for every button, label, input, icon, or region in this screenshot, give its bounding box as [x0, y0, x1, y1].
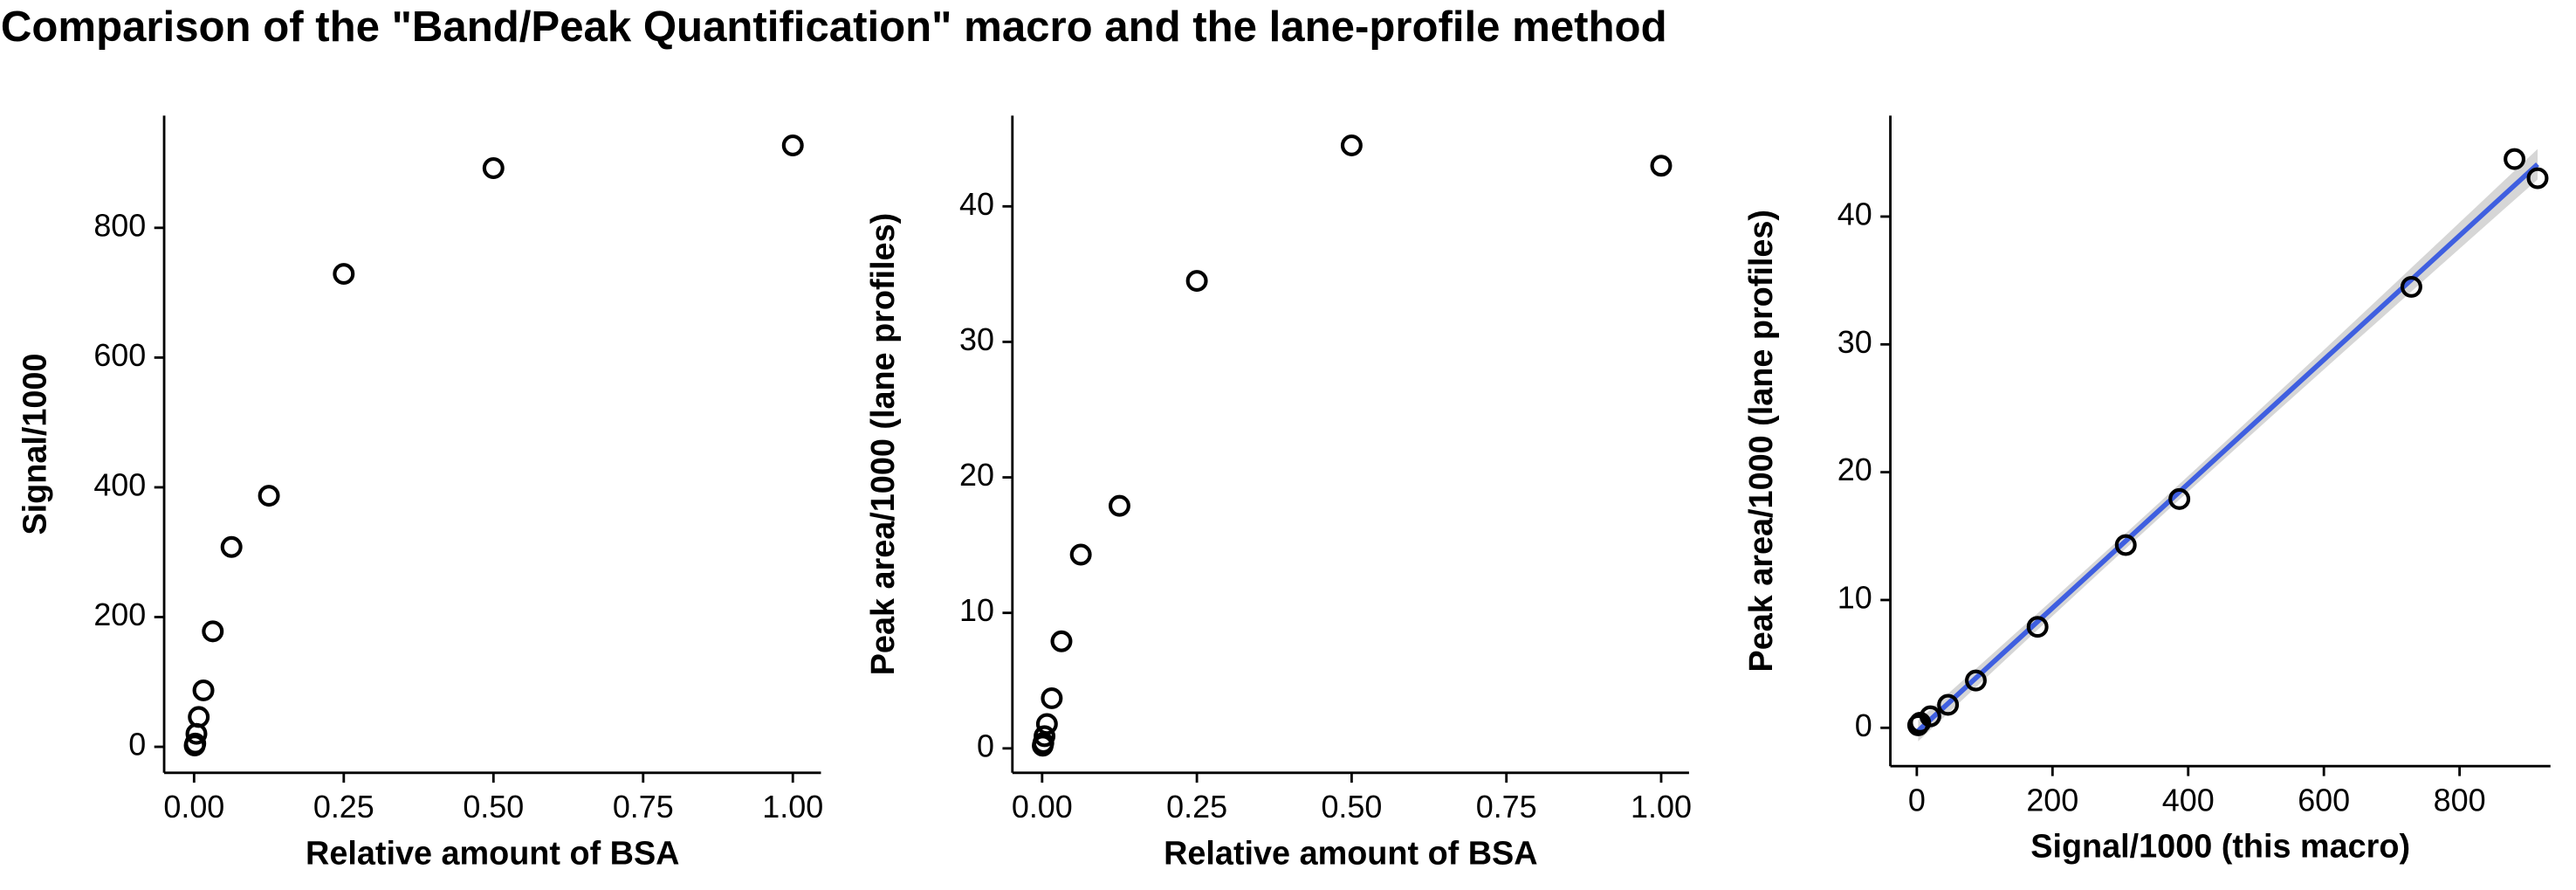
y-tick-label: 0: [1855, 707, 1872, 743]
x-tick-label: 0.75: [613, 789, 674, 824]
y-tick-label: 600: [93, 337, 146, 373]
y-tick-label: 0: [128, 727, 146, 762]
x-tick-label: 0.25: [313, 789, 374, 824]
x-tick-label: 0.75: [1476, 789, 1537, 824]
y-tick-label: 30: [1838, 324, 1872, 360]
point: [2168, 487, 2191, 510]
point: [1650, 155, 1673, 177]
x-tick-label: 0.25: [1166, 789, 1227, 824]
point: [192, 679, 215, 701]
y-tick-label: 200: [93, 597, 146, 632]
point: [333, 263, 355, 286]
x-tick-label: 0.00: [163, 789, 224, 824]
point: [220, 535, 243, 558]
point: [2526, 167, 2549, 190]
x-axis-label: Relative amount of BSA: [1164, 835, 1537, 872]
point: [1937, 693, 1960, 716]
point: [1041, 686, 1063, 709]
x-tick-label: 0.50: [1321, 789, 1382, 824]
y-tick-label: 10: [959, 592, 994, 628]
x-tick-label: 1.00: [762, 789, 823, 824]
point: [202, 620, 224, 643]
x-tick-label: 0.50: [463, 789, 524, 824]
point: [185, 722, 208, 745]
y-tick-label: 0: [977, 728, 994, 763]
point: [1185, 270, 1208, 293]
x-axis-label: Relative amount of BSA: [306, 835, 679, 872]
point: [1069, 543, 1092, 566]
point: [482, 157, 505, 179]
y-tick-label: 10: [1838, 579, 1872, 615]
figure-title: Comparison of the "Band/Peak Quantificat…: [1, 3, 1667, 51]
point: [2114, 534, 2137, 556]
y-tick-label: 400: [93, 466, 146, 502]
point: [183, 735, 206, 757]
x-tick-label: 600: [2298, 782, 2350, 818]
y-tick-label: 30: [959, 321, 994, 357]
x-tick-label: 800: [2434, 782, 2486, 818]
y-tick-label: 800: [93, 207, 146, 243]
y-tick-label: 20: [1838, 452, 1872, 487]
y-axis-label: Signal/1000: [17, 354, 53, 535]
x-tick-label: 0: [1908, 782, 1926, 818]
y-axis-label: Peak area/1000 (lane profiles): [1743, 210, 1780, 672]
y-tick-label: 40: [1838, 196, 1872, 231]
point: [2026, 616, 2049, 638]
y-tick-label: 20: [959, 457, 994, 493]
trend-line: [1916, 162, 2539, 733]
point: [258, 485, 280, 507]
x-axis-label: Signal/1000 (this macro): [2030, 829, 2410, 866]
y-tick-label: 40: [959, 186, 994, 222]
point: [781, 135, 804, 156]
x-tick-label: 200: [2026, 782, 2078, 818]
point: [2400, 275, 2422, 298]
point: [1340, 134, 1363, 156]
point: [1906, 714, 1929, 736]
point: [2504, 148, 2526, 170]
x-tick-label: 0.00: [1012, 789, 1073, 824]
point: [1032, 735, 1054, 757]
point: [1964, 669, 1987, 692]
point: [1050, 630, 1073, 652]
y-axis-label: Peak area/1000 (lane profiles): [865, 213, 902, 675]
x-tick-label: 400: [2162, 782, 2215, 818]
x-tick-label: 1.00: [1631, 789, 1692, 824]
point: [1108, 494, 1130, 517]
